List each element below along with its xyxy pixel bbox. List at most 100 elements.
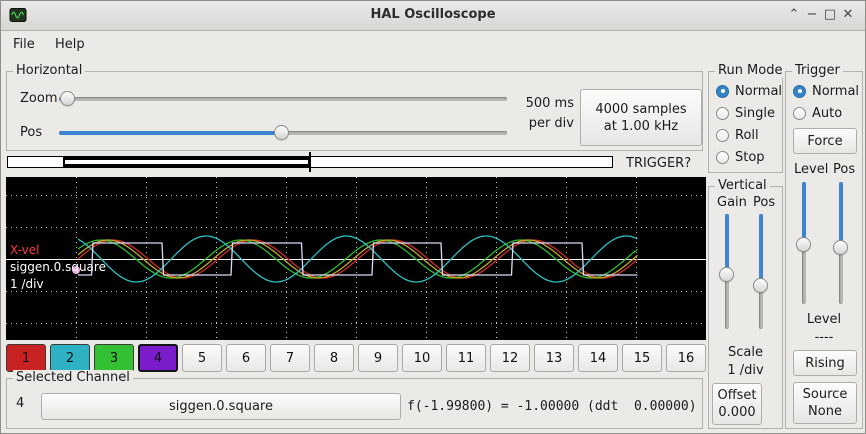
channel-button-1[interactable]: 1: [6, 344, 46, 372]
channel-button-6[interactable]: 6: [226, 344, 266, 372]
channel-button-11[interactable]: 11: [446, 344, 486, 372]
trigger-pos-slider-handle[interactable]: [833, 240, 848, 255]
minimize-button[interactable]: −: [806, 7, 818, 22]
horizontal-pos-slider-fill: [59, 131, 282, 135]
trace-position-marker: [72, 266, 80, 274]
waveform-3: [77, 239, 638, 279]
waveform-2: [77, 239, 638, 279]
titlebar: HAL Oscilloscope ⌃ − □ ✕: [1, 1, 865, 31]
record-position-bar: [7, 152, 613, 172]
offset-value: 0.000: [718, 405, 756, 420]
vertical-pos-label: Pos: [753, 195, 776, 210]
selected-channel-number: 4: [16, 396, 25, 411]
vertical-pos-slider-fill: [759, 214, 763, 285]
trigger-source-label: Source: [802, 387, 848, 402]
channel-button-7[interactable]: 7: [270, 344, 310, 372]
trigger-level-slider-fill: [802, 182, 806, 244]
scope-canvas: [6, 177, 706, 340]
timebase-readout: 500 ms per div: [508, 94, 574, 134]
run-mode-options: Normal Single Roll Stop: [716, 80, 782, 168]
trigger-level-label: Level: [806, 312, 842, 327]
vertical-title: Vertical: [715, 178, 770, 193]
trigger-source-button[interactable]: Source None: [793, 382, 857, 424]
scale-value: 1 /div: [727, 363, 764, 378]
horizontal-pos-slider-handle[interactable]: [274, 125, 289, 140]
trigger-edge-button[interactable]: Rising: [793, 350, 857, 376]
radio-option-stop[interactable]: Stop: [716, 146, 782, 168]
radio-icon[interactable]: [716, 84, 729, 98]
channel-button-9[interactable]: 9: [358, 344, 398, 372]
vertical-pos-slider-handle[interactable]: [753, 278, 768, 293]
menu-file[interactable]: File: [13, 37, 35, 52]
channel-button-3[interactable]: 3: [94, 344, 134, 372]
trigger-pos-slider[interactable]: [833, 182, 849, 304]
zoom-slider[interactable]: [59, 91, 507, 107]
waveform-5: [78, 242, 638, 276]
zoom-label: Zoom: [20, 91, 58, 106]
radio-label: Single: [735, 105, 775, 121]
radio-icon[interactable]: [793, 84, 806, 98]
radio-option-auto[interactable]: Auto: [793, 102, 859, 124]
gain-slider-handle[interactable]: [719, 267, 734, 282]
force-button[interactable]: Force: [793, 128, 857, 154]
app-icon: [9, 8, 27, 22]
run-mode-title: Run Mode: [715, 63, 786, 78]
channel-button-5[interactable]: 5: [182, 344, 222, 372]
radio-icon[interactable]: [716, 128, 729, 142]
radio-label: Normal: [735, 83, 783, 99]
gain-slider[interactable]: [719, 214, 735, 329]
channel-value-readout: f(-1.99800) = -1.00000 (ddt 0.00000): [407, 399, 697, 414]
radio-label: Stop: [735, 149, 765, 165]
channel-button-4[interactable]: 4: [138, 344, 178, 372]
samples-button[interactable]: 4000 samples at 1.00 kHz: [580, 89, 702, 146]
radio-option-roll[interactable]: Roll: [716, 124, 782, 146]
scale-label: Scale: [728, 345, 763, 360]
radio-label: Normal: [812, 83, 860, 99]
channel-button-2[interactable]: 2: [50, 344, 90, 372]
channel-button-16[interactable]: 16: [666, 344, 706, 372]
channel-button-8[interactable]: 8: [314, 344, 354, 372]
channel-select-row: 1 2 3 4 5 6 7 8 9 10 11 12 13 14 15 16: [6, 344, 706, 372]
horizontal-panel-title: Horizontal: [13, 63, 86, 78]
channel-source-button[interactable]: siggen.0.square: [41, 393, 401, 420]
window-title: HAL Oscilloscope: [370, 7, 496, 22]
radio-icon[interactable]: [716, 106, 729, 120]
offset-button-label: Offset: [717, 388, 757, 403]
channel-button-13[interactable]: 13: [534, 344, 574, 372]
horizontal-pos-slider[interactable]: [59, 125, 507, 141]
gain-slider-fill: [725, 214, 729, 274]
shade-button[interactable]: ⌃: [788, 7, 800, 22]
timebase-unit: per div: [528, 116, 574, 131]
trigger-level-value: ----: [814, 330, 834, 345]
channel-button-15[interactable]: 15: [622, 344, 662, 372]
radio-option-normal[interactable]: Normal: [716, 80, 782, 102]
horizontal-panel: Horizontal Zoom Pos 500 ms per div 4000 …: [6, 63, 703, 151]
channel-button-10[interactable]: 10: [402, 344, 442, 372]
trigger-edge-label: Rising: [805, 355, 845, 371]
vertical-pos-slider[interactable]: [753, 214, 769, 329]
horizontal-pos-label: Pos: [20, 125, 43, 140]
trigger-title: Trigger: [792, 63, 843, 78]
samples-count: 4000 samples: [595, 101, 687, 117]
trigger-panel: Trigger Normal Auto Force Level Pos Level…: [785, 63, 863, 429]
close-button[interactable]: ✕: [842, 7, 854, 22]
scope-display: X-vel siggen.0.square 1 /div: [6, 177, 706, 340]
zoom-slider-handle[interactable]: [60, 91, 75, 106]
selected-channel-title: Selected Channel: [13, 370, 133, 385]
channel-button-14[interactable]: 14: [578, 344, 618, 372]
zoom-slider-trough[interactable]: [59, 97, 507, 101]
timebase-value: 500 ms: [525, 96, 574, 111]
menu-help[interactable]: Help: [55, 37, 85, 52]
trigger-level-slider-handle[interactable]: [796, 237, 811, 252]
radio-label: Roll: [735, 127, 759, 143]
offset-button[interactable]: Offset 0.000: [712, 383, 762, 425]
samples-rate: at 1.00 kHz: [603, 118, 679, 134]
radio-icon[interactable]: [793, 106, 806, 120]
channel-button-12[interactable]: 12: [490, 344, 530, 372]
maximize-button[interactable]: □: [823, 7, 837, 22]
radio-icon[interactable]: [716, 150, 729, 164]
trigger-level-slider[interactable]: [796, 182, 812, 304]
radio-option-single[interactable]: Single: [716, 102, 782, 124]
radio-option-normal[interactable]: Normal: [793, 80, 859, 102]
